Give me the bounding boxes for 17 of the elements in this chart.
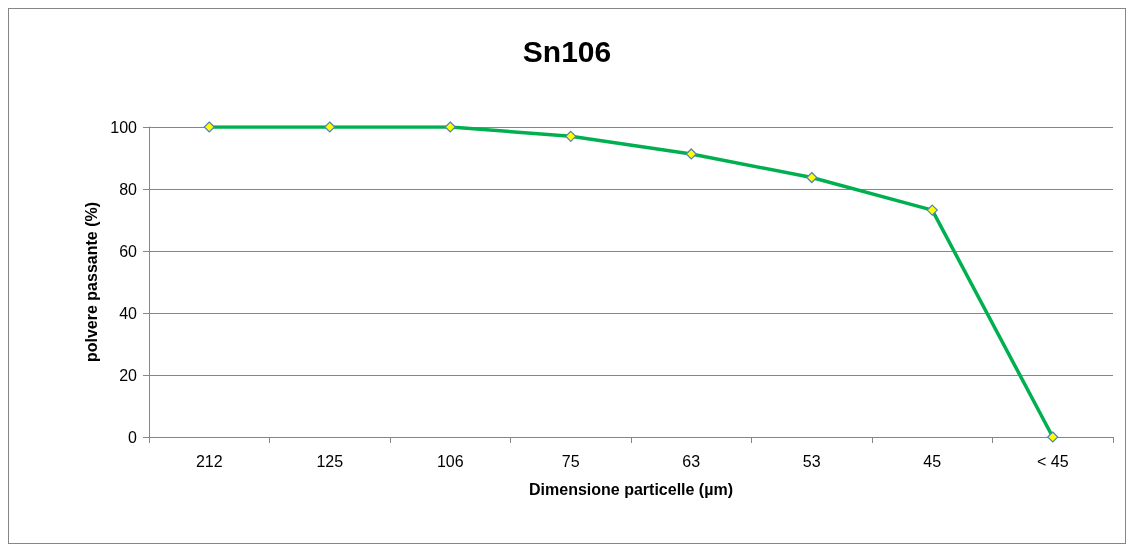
x-axis-title: Dimensione particelle (µm) bbox=[529, 480, 733, 498]
x-tick-label: 63 bbox=[682, 452, 701, 470]
y-axis-title: polvere passante (%) bbox=[82, 201, 100, 363]
x-tick-label: 75 bbox=[561, 452, 580, 470]
x-tick-label: 212 bbox=[195, 452, 223, 470]
y-tick-label: 100 bbox=[110, 118, 138, 136]
chart-title: Sn106 bbox=[522, 34, 612, 68]
y-tick-label: 0 bbox=[128, 428, 138, 446]
x-tick-label: 106 bbox=[436, 452, 464, 470]
x-tick-label: 53 bbox=[802, 452, 821, 470]
x-tick-label: < 45 bbox=[1036, 452, 1069, 470]
y-tick-label: 60 bbox=[119, 242, 138, 260]
y-tick-label: 80 bbox=[119, 180, 138, 198]
x-tick-label: 45 bbox=[923, 452, 942, 470]
x-tick-label: 125 bbox=[316, 452, 344, 470]
y-tick-label: 40 bbox=[119, 304, 138, 322]
y-tick-label: 20 bbox=[119, 366, 138, 384]
